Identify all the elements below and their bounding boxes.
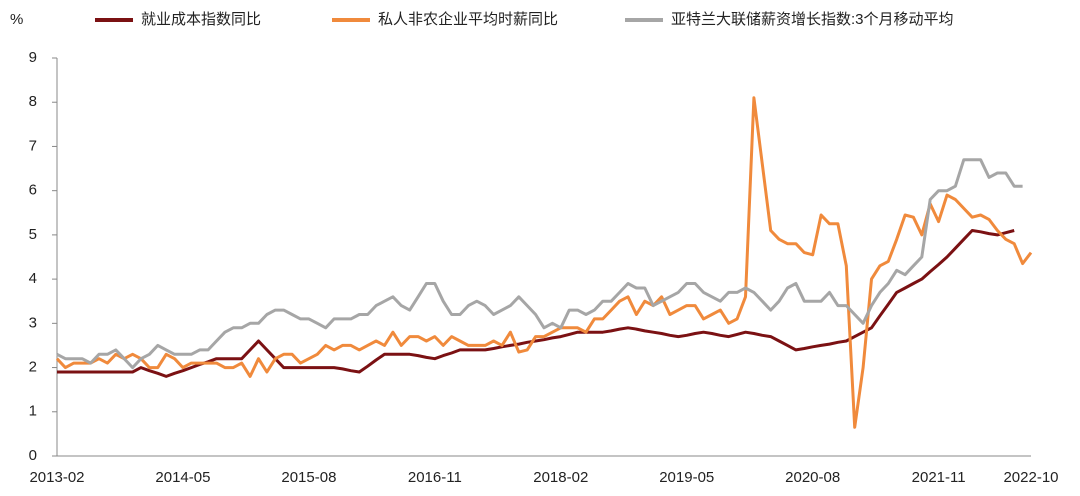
y-tick-label: 6 <box>29 182 37 199</box>
legend-label: 就业成本指数同比 <box>141 11 261 28</box>
x-tick-label: 2015-08 <box>281 469 336 486</box>
y-tick-label: 4 <box>29 270 37 287</box>
x-tick-label: 2020-08 <box>785 469 840 486</box>
y-axis-label: % <box>10 11 23 28</box>
legend-label: 私人非农企业平均时薪同比 <box>378 10 558 28</box>
x-tick-label: 2019-05 <box>659 469 714 486</box>
x-tick-label: 2014-05 <box>155 469 210 486</box>
series-line <box>57 229 1015 378</box>
y-tick-label: 7 <box>29 137 37 154</box>
series-line <box>55 96 1033 429</box>
x-tick-label: 2021-11 <box>912 469 966 486</box>
legend-label: 亚特兰大联储薪资增长指数:3个月移动平均 <box>671 11 954 28</box>
y-tick-label: 9 <box>29 49 37 66</box>
y-tick-label: 0 <box>29 447 37 464</box>
y-tick-label: 2 <box>29 359 37 376</box>
x-tick-label: 2018-02 <box>533 469 588 486</box>
x-tick-label: 2022-10 <box>1003 469 1058 486</box>
y-tick-label: 1 <box>29 403 37 420</box>
y-tick-label: 5 <box>29 226 37 243</box>
x-tick-label: 2016-11 <box>408 469 462 486</box>
y-tick-label: 8 <box>29 93 37 110</box>
series-line <box>56 158 1023 370</box>
x-tick-label: 2013-02 <box>29 469 84 486</box>
y-tick-label: 3 <box>29 314 37 331</box>
